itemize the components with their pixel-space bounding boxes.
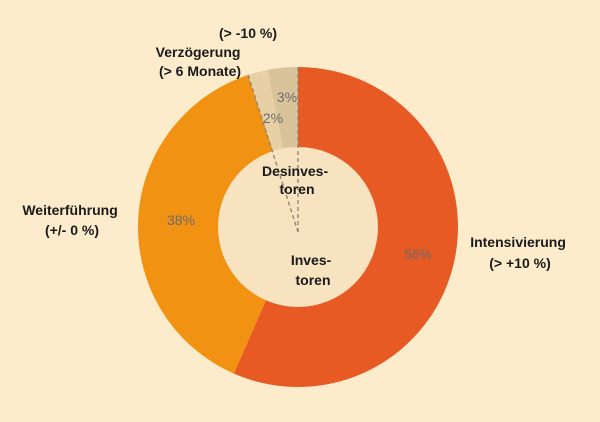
label-verzoegerung: Verzögerung (> 6 Monate) — [156, 44, 245, 79]
value-label-weiterfuehrung: 38% — [167, 212, 195, 228]
percentage-labels: 56% 38% 2% 3% — [167, 89, 432, 262]
donut-hole — [218, 147, 378, 307]
value-label-verzoegerung: 2% — [263, 110, 283, 126]
label-desinvestoren: Desinves- toren — [262, 163, 332, 197]
center-labels: Desinves- toren Inves- toren — [262, 163, 335, 288]
label-intensivierung: Intensivierung (> +10 %) — [470, 234, 570, 271]
category-labels: Intensivierung (> +10 %) Weiterführung (… — [22, 25, 570, 271]
label-reduktion: (> -10 %) — [219, 25, 277, 41]
value-label-intensivierung: 56% — [404, 246, 432, 262]
label-investoren: Inves- toren — [291, 252, 335, 288]
slice-weiterfuehrung — [137, 74, 298, 374]
value-label-reduktion: 3% — [277, 89, 297, 105]
label-weiterfuehrung: Weiterführung (+/- 0 %) — [22, 202, 121, 238]
